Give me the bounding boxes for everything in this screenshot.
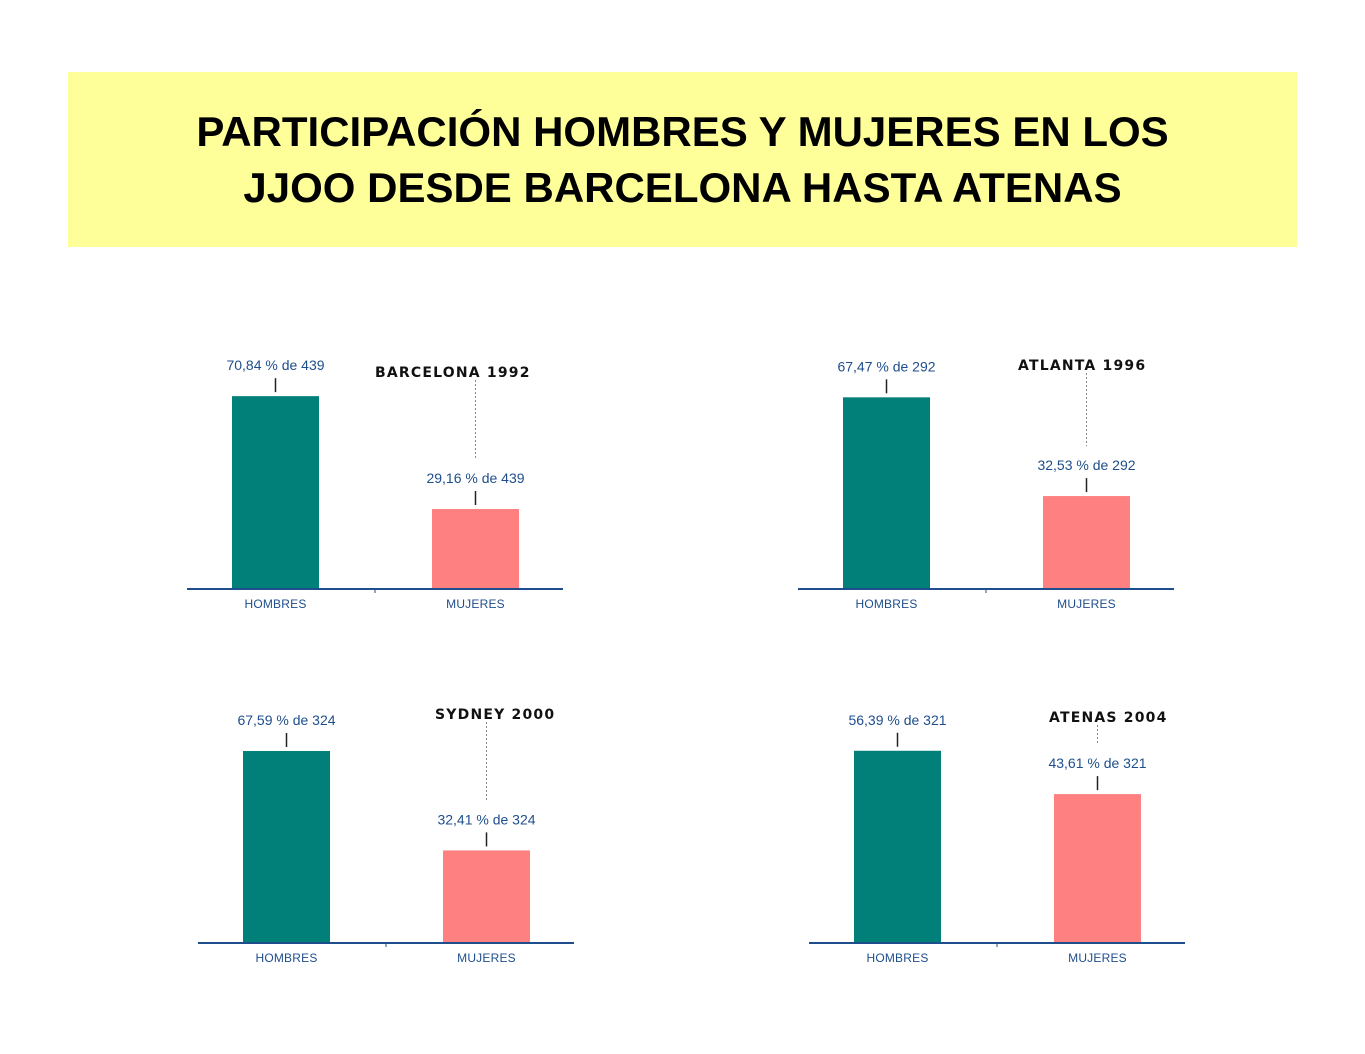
data-label-hombres: 67,59 % de 324 xyxy=(237,712,335,728)
chart-barcelona-1992: 70,84 % de 439 HOMBRES 29,16 % de 439 MUJER… xyxy=(185,350,585,640)
category-label-hombres: HOMBRES xyxy=(866,951,928,965)
bar-hombres xyxy=(232,396,319,588)
category-label-hombres: HOMBRES xyxy=(244,597,306,611)
bar-hombres xyxy=(243,750,330,942)
bar-mujeres xyxy=(432,509,519,588)
data-label-hombres: 70,84 % de 439 xyxy=(226,357,324,373)
category-label-mujeres: MUJERES xyxy=(1057,597,1116,611)
title-banner: PARTICIPACIÓN HOMBRES Y MUJERES EN LOS J… xyxy=(68,72,1297,247)
chart-sydney-2000: 67,59 % de 324 HOMBRES 32,41 % de 324 MUJER… xyxy=(196,704,596,994)
chart-title: ATLANTA 1996 xyxy=(1018,358,1146,374)
data-label-mujeres: 32,41 % de 324 xyxy=(437,811,535,827)
bar-mujeres xyxy=(443,850,530,942)
chart-title: SYDNEY 2000 xyxy=(435,707,555,723)
chart-svg: 56,39 % de 321 HOMBRES 43,61 % de 321 MUJER… xyxy=(809,710,1185,965)
data-label-mujeres: 32,53 % de 292 xyxy=(1037,457,1135,473)
chart-title: BARCELONA 1992 xyxy=(375,365,531,381)
chart-title: ATENAS 2004 xyxy=(1049,710,1168,726)
chart-atlanta-1996: 67,47 % de 292 HOMBRES 32,53 % de 292 MUJER… xyxy=(796,350,1196,640)
bar-mujeres xyxy=(1043,496,1130,588)
data-label-mujeres: 43,61 % de 321 xyxy=(1048,755,1146,771)
data-label-hombres: 56,39 % de 321 xyxy=(848,712,946,728)
category-label-mujeres: MUJERES xyxy=(457,951,516,965)
page-title-line-1: PARTICIPACIÓN HOMBRES Y MUJERES EN LOS xyxy=(196,107,1169,155)
category-label-mujeres: MUJERES xyxy=(446,597,505,611)
data-label-hombres: 67,47 % de 292 xyxy=(837,358,935,374)
bar-hombres xyxy=(843,397,930,588)
chart-svg: 67,59 % de 324 HOMBRES 32,41 % de 324 MUJER… xyxy=(198,707,574,965)
page-title: PARTICIPACIÓN HOMBRES Y MUJERES EN LOS J… xyxy=(196,104,1168,216)
category-label-mujeres: MUJERES xyxy=(1068,951,1127,965)
category-label-hombres: HOMBRES xyxy=(255,951,317,965)
chart-svg: 67,47 % de 292 HOMBRES 32,53 % de 292 MUJER… xyxy=(798,358,1174,611)
bar-mujeres xyxy=(1054,794,1141,942)
chart-atenas-2004: 56,39 % de 321 HOMBRES 43,61 % de 321 MUJER… xyxy=(807,704,1207,994)
category-label-hombres: HOMBRES xyxy=(855,597,917,611)
data-label-mujeres: 29,16 % de 439 xyxy=(426,470,524,486)
chart-svg: 70,84 % de 439 HOMBRES 29,16 % de 439 MUJER… xyxy=(187,357,563,611)
bar-hombres xyxy=(854,750,941,942)
page-title-line-2: JJOO DESDE BARCELONA HASTA ATENAS xyxy=(243,163,1122,211)
